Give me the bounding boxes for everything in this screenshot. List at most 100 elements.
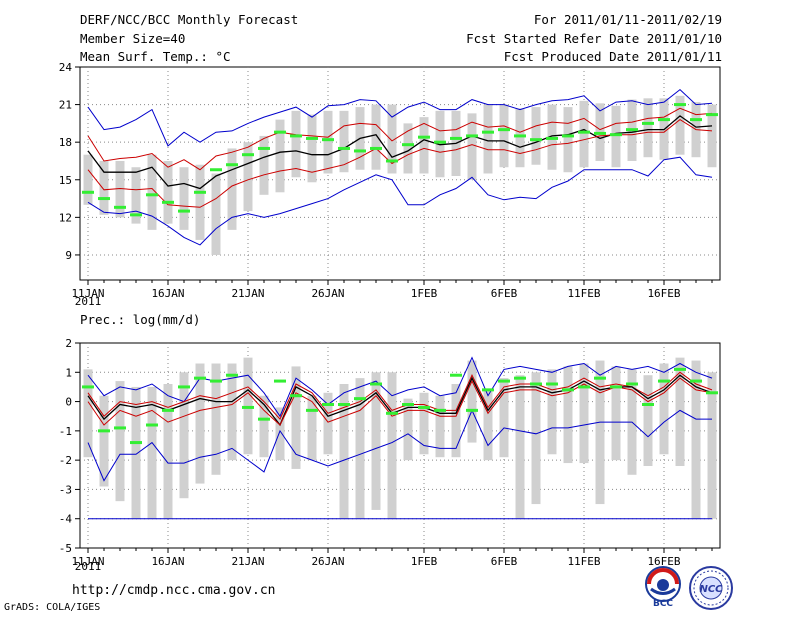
member-mark: [562, 134, 574, 138]
observation-bar: [307, 395, 317, 461]
member-mark: [674, 103, 686, 107]
member-mark: [498, 379, 510, 383]
observation-bar: [563, 366, 573, 464]
observation-bar: [275, 119, 285, 193]
observation-bar: [371, 372, 381, 510]
grads-credit: GrADS: COLA/IGES: [4, 602, 101, 613]
observation-bar: [659, 363, 669, 455]
y-tick-label: 9: [65, 249, 72, 262]
observation-bar: [211, 363, 221, 475]
y-tick-label: -1: [59, 425, 72, 438]
member-mark: [258, 417, 270, 421]
chart-title: DERF/NCC/BCC Monthly Forecast: [80, 12, 299, 27]
member-mark: [130, 441, 142, 445]
series-upper-outer: [87, 356, 713, 418]
series-lower-outer: [87, 409, 712, 482]
member-mark: [242, 405, 254, 409]
member-mark: [322, 403, 334, 406]
forecast-produced-date: Fcst Produced Date 2011/01/11: [503, 49, 722, 64]
y-tick-label: 2: [65, 337, 72, 350]
observation-bar: [195, 164, 205, 240]
series-upper-inner: [87, 371, 713, 420]
bcc-logo: BCC: [640, 565, 686, 613]
observation-bar: [691, 360, 701, 519]
member-mark: [546, 382, 558, 386]
member-mark: [578, 385, 590, 389]
member-mark: [626, 128, 638, 132]
observation-bar: [83, 154, 93, 205]
y-tick-label: -3: [59, 483, 72, 496]
member-mark: [402, 403, 414, 406]
observation-bar: [467, 360, 477, 443]
y-tick-label: -2: [59, 454, 72, 467]
member-mark: [562, 388, 574, 392]
member-mark: [386, 411, 398, 415]
observation-bar: [611, 105, 621, 168]
member-mark: [146, 423, 158, 427]
observation-bar: [387, 104, 397, 174]
member-mark: [690, 379, 702, 383]
y-tick-label: 0: [65, 396, 72, 409]
member-mark: [354, 397, 366, 401]
x-tick-label: 6FEB: [491, 555, 518, 568]
y-tick-label: 12: [59, 211, 72, 224]
member-mark: [290, 394, 302, 398]
member-mark: [434, 140, 446, 144]
series-lower-outer: [87, 156, 713, 246]
precip-panel-title: Prec.: log(mm/d): [80, 312, 200, 327]
variable-label: Mean Surf. Temp.: °C: [80, 49, 231, 64]
observation-bar: [99, 160, 109, 215]
observation-bar: [499, 378, 509, 458]
observation-bar: [131, 167, 141, 224]
member-mark: [162, 200, 174, 204]
observation-bar: [179, 372, 189, 499]
member-mark: [82, 385, 94, 389]
member-mark: [114, 426, 126, 430]
y-tick-label: 15: [59, 174, 72, 187]
observation-bar: [131, 386, 141, 519]
member-mark: [194, 376, 206, 380]
member-mark: [482, 388, 494, 392]
member-mark: [338, 403, 350, 406]
observation-bar: [211, 173, 221, 255]
member-mark: [306, 408, 318, 412]
observation-bar: [195, 363, 205, 484]
member-mark: [658, 379, 670, 383]
member-mark: [82, 190, 94, 194]
member-mark: [98, 197, 110, 201]
x-tick-label: 6FEB: [491, 287, 518, 300]
observation-bar: [499, 104, 509, 168]
member-mark: [530, 138, 542, 142]
observation-bar: [595, 360, 605, 505]
member-mark: [242, 153, 254, 157]
series-lower-inner: [87, 377, 713, 426]
member-mark: [322, 138, 334, 142]
bcc-logo-text: BCC: [653, 599, 673, 609]
observation-bar: [259, 135, 269, 195]
observation-bar: [531, 107, 541, 165]
member-mark: [370, 382, 382, 386]
observation-bar: [339, 110, 349, 173]
observation-bar: [675, 357, 685, 466]
member-mark: [482, 130, 494, 134]
observation-bar: [323, 392, 333, 455]
member-mark: [594, 376, 606, 380]
observation-bar: [307, 114, 317, 183]
member-mark: [466, 134, 478, 138]
observation-bar: [291, 366, 301, 469]
member-mark: [146, 193, 158, 197]
x-tick-label: 11JAN: [71, 287, 104, 300]
observation-bar: [179, 167, 189, 230]
year-label: 2011: [75, 560, 102, 573]
source-url[interactable]: http://cmdp.ncc.cma.gov.cn: [72, 583, 276, 598]
observation-bar: [275, 407, 285, 461]
ncc-logo-text: NCC: [699, 584, 723, 595]
member-mark: [274, 130, 286, 134]
member-mark: [418, 405, 430, 409]
observation-bar: [419, 117, 429, 174]
series-lower-inner: [87, 118, 713, 208]
observation-bar: [227, 363, 237, 461]
member-mark: [194, 190, 206, 194]
chart-panel-prec: -5 -4 -3 -2 -1 0 1 2 11JAN 16JAN 21JAN 26JAN 1FEB 6FE…: [59, 337, 721, 573]
member-mark: [642, 121, 654, 125]
